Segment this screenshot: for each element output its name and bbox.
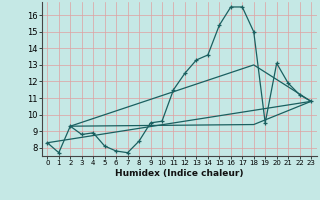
X-axis label: Humidex (Indice chaleur): Humidex (Indice chaleur)	[115, 169, 244, 178]
